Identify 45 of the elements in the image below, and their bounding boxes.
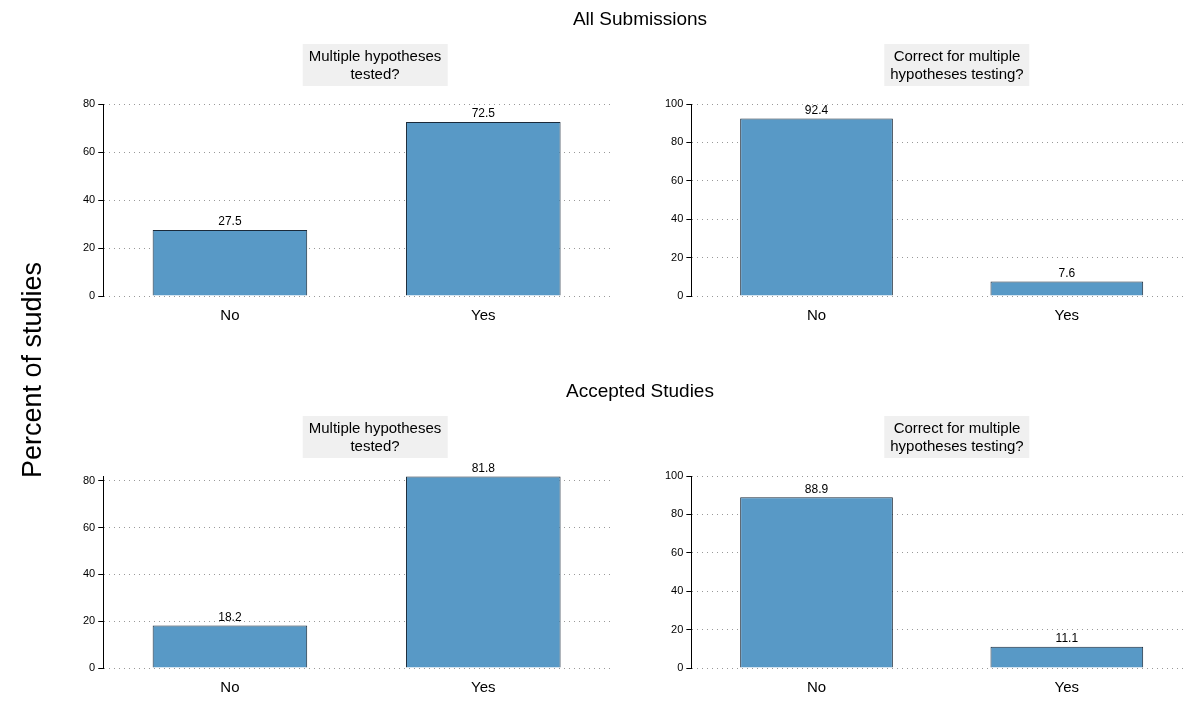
chart-subtitle: All Submissions [572,8,708,30]
x-tick-label: Yes [1054,678,1080,696]
x-tick-label: No [220,306,240,324]
y-tick-label: 0 [89,289,96,302]
y-tick-label: 20 [671,622,684,635]
chart-title: Multiple hypotheses tested? [302,416,448,458]
y-tick-label: 60 [82,145,96,158]
data-label: 88.9 [804,481,829,496]
y-tick-label: 60 [671,173,684,186]
y-tick-label: 40 [82,193,96,206]
data-label: 92.4 [804,102,829,117]
x-tick-label: No [220,678,240,696]
y-tick-label: 0 [89,661,96,674]
x-tick-label: No [806,306,827,324]
y-tick-label: 80 [82,473,96,486]
y-tick-label: 80 [671,507,684,520]
y-tick-label: 0 [677,661,684,674]
data-label: 7.6 [1058,265,1076,280]
data-label: 72.5 [471,106,496,121]
y-tick-label: 20 [671,250,684,263]
chart-title: Multiple hypotheses tested? [302,44,448,86]
x-tick-label: Yes [1054,306,1080,324]
data-label: 27.5 [218,214,242,229]
y-tick-label: 100 [664,469,684,482]
y-axis-title: Percent of studies [16,261,48,479]
y-tick-label: 80 [82,97,96,110]
chart-title: Correct for multiple hypotheses testing? [884,44,1030,86]
x-tick-label: Yes [471,306,496,324]
x-tick-label: Yes [471,678,496,696]
chart-subtitle: Accepted Studies [566,380,714,402]
chart-title: Correct for multiple hypotheses testing? [884,416,1030,458]
data-label: 81.8 [471,460,496,475]
data-label: 18.2 [218,609,242,624]
y-tick-label: 20 [82,241,96,254]
y-tick-label: 60 [671,545,684,558]
y-tick-label: 40 [671,584,684,597]
x-tick-label: No [806,678,827,696]
y-tick-label: 20 [82,614,96,627]
y-tick-label: 0 [677,289,684,302]
y-tick-label: 80 [671,135,684,148]
y-tick-label: 40 [82,567,96,580]
y-tick-label: 60 [82,520,96,533]
data-label: 11.1 [1055,631,1079,645]
y-tick-label: 100 [664,97,684,110]
y-tick-label: 40 [671,212,684,225]
